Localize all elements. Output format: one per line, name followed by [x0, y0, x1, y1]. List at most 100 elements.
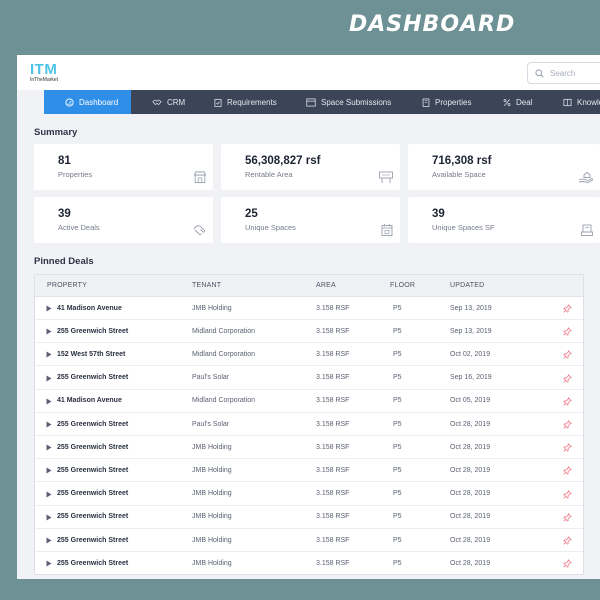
nav-crm[interactable]: CRM: [152, 90, 185, 114]
pin-icon[interactable]: [563, 466, 572, 476]
cell-floor: P5: [393, 490, 402, 498]
pin-icon[interactable]: [563, 420, 572, 429]
summary-card-unique-spaces-sf[interactable]: 39 Unique Spaces SF: [408, 197, 600, 243]
cell-area: 3.158 RSF: [316, 420, 350, 428]
nav-crm-label: CRM: [167, 97, 186, 107]
search-icon: [535, 68, 544, 78]
table-row[interactable]: 152 West 57th Street Midland Corporation 3…: [35, 343, 583, 367]
table-row[interactable]: 255 Greenwich Street JMB Holding 3.158 RSF…: [35, 552, 583, 574]
column-header-area[interactable]: AREA: [316, 282, 336, 289]
dashboard-icon: [65, 97, 74, 107]
nav-requirements-label: Requirements: [227, 97, 277, 107]
browser-icon: [306, 97, 316, 107]
cell-area: 3.158 RSF: [316, 490, 350, 498]
cell-updated: Oct 28, 2019: [450, 443, 491, 451]
table-row[interactable]: 255 Greenwich Street Midland Corporation 3…: [35, 320, 583, 344]
summary-label: Rentable Area: [245, 170, 293, 179]
nav-knowledge-label: Knowle: [577, 97, 600, 107]
pin-icon[interactable]: [563, 489, 572, 499]
summary-card-active-deals[interactable]: 39 Active Deals: [34, 197, 213, 243]
clipboard-icon: [214, 98, 222, 107]
cell-updated: Sep 13, 2019: [450, 327, 492, 335]
cell-updated: Oct 28, 2019: [450, 513, 491, 521]
summary-value: 39: [58, 208, 71, 220]
pin-icon[interactable]: [563, 536, 572, 545]
table-header: PROPERTY TENANT AREA FLOOR UPDATED: [35, 275, 583, 297]
table-row[interactable]: 41 Madison Avenue JMB Holding 3.158 RSF P5 S…: [35, 297, 583, 320]
pin-icon[interactable]: [563, 512, 572, 522]
pinned-deals-table: PROPERTY TENANT AREA FLOOR UPDATED 41 Ma…: [34, 274, 584, 575]
pin-icon[interactable]: [563, 373, 572, 383]
cell-updated: Sep 13, 2019: [450, 304, 492, 312]
nav-deal-label: Deal: [516, 97, 533, 107]
nav-dashboard[interactable]: Dashboard: [44, 90, 131, 114]
pin-icon[interactable]: [563, 327, 572, 336]
nav-properties[interactable]: Properties: [422, 90, 471, 114]
summary-label: Properties: [58, 170, 93, 179]
table-row[interactable]: 255 Greenwich Street JMB Holding 3.158 RSF…: [35, 459, 583, 483]
expand-caret-icon[interactable]: [46, 375, 52, 382]
nav-space-submissions[interactable]: Space Submissions: [306, 90, 391, 114]
expand-caret-icon[interactable]: [46, 421, 52, 428]
store-icon: [193, 171, 207, 183]
nav-requirements[interactable]: Requirements: [214, 90, 277, 114]
summary-card-properties[interactable]: 81 Properties: [34, 144, 213, 190]
expand-caret-icon[interactable]: [46, 398, 52, 405]
cell-updated: Oct 28, 2019: [450, 420, 491, 428]
expand-caret-icon[interactable]: [46, 305, 52, 312]
app-logo[interactable]: ITM InTheMarket: [30, 62, 58, 83]
cell-area: 3.158 RSF: [316, 536, 350, 544]
table-row[interactable]: 255 Greenwich Street JMB Holding 3.158 RSF…: [35, 436, 583, 460]
column-header-property[interactable]: PROPERTY: [47, 282, 87, 289]
pin-icon[interactable]: [563, 559, 572, 568]
cell-area: 3.158 RSF: [316, 374, 350, 382]
cell-tenant: JMB Holding: [192, 443, 232, 451]
cell-updated: Oct 02, 2019: [450, 350, 491, 358]
cell-property: 255 Greenwich Street: [57, 374, 129, 382]
expand-caret-icon[interactable]: [46, 560, 52, 567]
expand-caret-icon[interactable]: [46, 514, 52, 521]
table-row[interactable]: 255 Greenwich Street Paul's Solar 3.158 RS…: [35, 413, 583, 436]
cell-tenant: JMB Holding: [192, 304, 232, 312]
summary-card-available-space[interactable]: 716,308 rsf Available Space: [408, 144, 600, 190]
cell-floor: P5: [393, 513, 402, 521]
expand-caret-icon[interactable]: [46, 491, 52, 498]
column-header-floor[interactable]: FLOOR: [390, 282, 416, 289]
cell-tenant: JMB Holding: [192, 536, 232, 544]
table-row[interactable]: 255 Greenwich Street JMB Holding 3.158 RSF…: [35, 529, 583, 552]
search-box[interactable]: [527, 62, 600, 84]
top-bar: ITM InTheMarket: [17, 55, 600, 90]
cell-area: 3.158 RSF: [316, 350, 350, 358]
pin-icon[interactable]: [563, 304, 572, 313]
cell-tenant: JMB Holding: [192, 466, 232, 474]
nav-space-submissions-label: Space Submissions: [321, 97, 392, 107]
building-icon: [422, 98, 430, 107]
nav-knowledge[interactable]: Knowle: [563, 90, 600, 114]
pinned-deals-title: Pinned Deals: [34, 256, 94, 267]
cell-updated: Oct 28, 2019: [450, 490, 491, 498]
expand-caret-icon[interactable]: [46, 351, 52, 358]
pin-icon[interactable]: [563, 396, 572, 406]
search-input[interactable]: [550, 68, 600, 78]
cell-floor: P5: [393, 397, 402, 405]
summary-card-rentable-area[interactable]: 56,308,827 rsf Rentable Area: [221, 144, 400, 190]
pin-icon[interactable]: [563, 443, 572, 452]
expand-caret-icon[interactable]: [46, 537, 52, 544]
table-row[interactable]: 255 Greenwich Street JMB Holding 3.158 RSF…: [35, 483, 583, 506]
table-row[interactable]: 255 Greenwich Street JMB Holding 3.158 RSF…: [35, 506, 583, 529]
expand-caret-icon[interactable]: [46, 328, 52, 335]
summary-value: 716,308 rsf: [432, 155, 492, 167]
sign-icon: [379, 171, 393, 183]
cell-property: 41 Madison Avenue: [57, 397, 122, 405]
table-row[interactable]: 255 Greenwich Street Paul's Solar 3.158 RS…: [35, 367, 583, 390]
cell-tenant: JMB Holding: [192, 559, 232, 567]
pin-icon[interactable]: [563, 350, 572, 360]
expand-caret-icon[interactable]: [46, 444, 52, 451]
nav-deal[interactable]: Deal: [503, 90, 532, 114]
expand-caret-icon[interactable]: [46, 467, 52, 474]
summary-card-unique-spaces[interactable]: 25 Unique Spaces: [221, 197, 400, 243]
column-header-updated[interactable]: UPDATED: [450, 282, 485, 289]
table-row[interactable]: 41 Madison Avenue Midland Corporation 3.15…: [35, 390, 583, 413]
cell-property: 255 Greenwich Street: [57, 490, 129, 498]
column-header-tenant[interactable]: TENANT: [192, 282, 222, 289]
